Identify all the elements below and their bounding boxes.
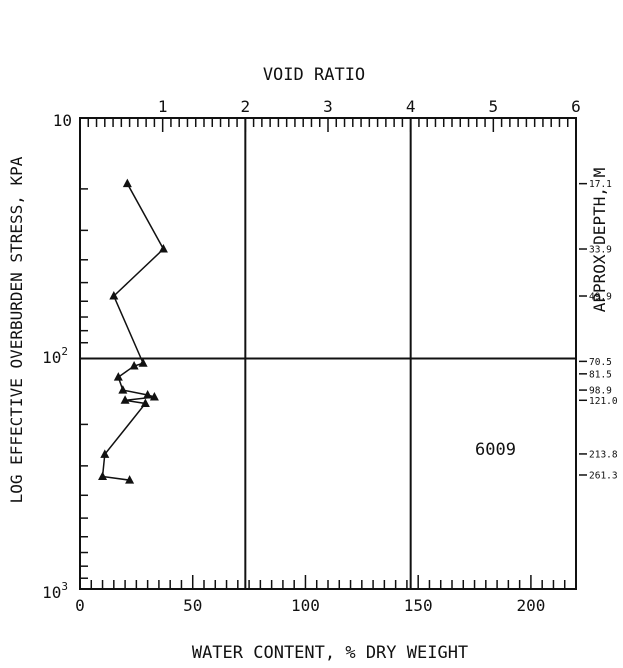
data-series [98, 178, 168, 484]
left-tick-1000-base: 10 [42, 583, 61, 602]
right-axis-title: APPROX DEPTH, M [590, 168, 609, 313]
left-axis-ticks [80, 188, 88, 579]
left-tick-1000-exponent: 3 [61, 580, 68, 593]
depth-label: 17.1 [589, 179, 612, 190]
top-tick-label: 5 [489, 97, 499, 116]
left-tick-label-10: 10 [53, 111, 72, 130]
data-point [125, 475, 135, 484]
bottom-tick-label: 0 [75, 596, 85, 615]
bottom-axis-title: WATER CONTENT, % DRY WEIGHT [192, 643, 468, 663]
top-tick-label: 6 [571, 97, 581, 116]
top-axis-title: VOID RATIO [263, 65, 365, 85]
data-point [113, 372, 123, 381]
left-tick-label-100: 102 [42, 345, 68, 367]
depth-label: 81.5 [589, 369, 612, 380]
top-tick-label: 4 [406, 97, 416, 116]
data-point [140, 398, 150, 407]
data-point [122, 178, 132, 188]
bottom-tick-label: 100 [291, 596, 320, 615]
top-axis-ticks: 1 2 3 4 5 6 [87, 97, 581, 132]
data-point [98, 471, 108, 481]
data-point [138, 358, 148, 367]
bottom-axis-ticks: 0 50 100 150 200 [75, 575, 566, 615]
bottom-tick-label: 150 [404, 596, 433, 615]
top-tick-label: 1 [158, 97, 168, 116]
left-tick-100-exponent: 2 [61, 345, 68, 358]
depth-label: 70.5 [589, 357, 612, 368]
depth-label: 49.9 [589, 292, 612, 303]
gridlines [244, 118, 412, 589]
depth-label: 213.8 [589, 449, 618, 460]
series-line [101, 183, 165, 481]
bottom-tick-label: 50 [183, 596, 202, 615]
data-point [129, 360, 139, 370]
sample-label: 6009 [475, 440, 516, 460]
left-tick-100-base: 10 [42, 348, 61, 367]
data-point [109, 291, 119, 300]
data-point [158, 244, 168, 253]
top-tick-label: 2 [241, 97, 251, 116]
depth-label: 33.9 [589, 245, 612, 256]
left-tick-label-1000: 103 [42, 580, 68, 602]
data-point [149, 391, 159, 401]
data-point [143, 389, 153, 399]
left-axis-title: LOG EFFECTIVE OVERBURDEN STRESS, KPA [7, 156, 26, 503]
plot-frame [79, 117, 577, 590]
depth-label: 98.9 [589, 386, 612, 397]
top-tick-label: 3 [323, 97, 333, 116]
data-point [118, 385, 128, 394]
bottom-tick-label: 200 [516, 596, 545, 615]
depth-label: 261.3 [589, 470, 618, 481]
data-point [100, 449, 110, 458]
depth-label: 121.0 [589, 396, 618, 407]
data-point [120, 395, 130, 404]
